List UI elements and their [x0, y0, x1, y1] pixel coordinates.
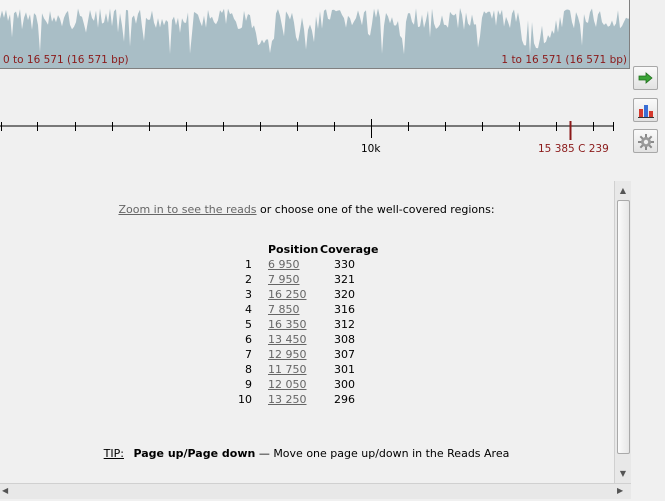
- table-row: 5 16 350 312: [0, 318, 613, 333]
- scroll-down-arrow-icon[interactable]: ▼: [619, 468, 627, 478]
- coverage-area-plot: [0, 8, 629, 68]
- table-row: 10 13 250 296: [0, 393, 613, 408]
- region-coverage-value: 316: [334, 303, 355, 316]
- region-coverage-value: 300: [334, 378, 355, 391]
- scroll-up-arrow-icon[interactable]: ▲: [619, 185, 627, 195]
- intro-text: or choose one of the well-covered region…: [256, 203, 495, 216]
- region-position-link[interactable]: 12 050: [268, 378, 307, 391]
- row-index: 6: [245, 333, 252, 346]
- coverage-graph[interactable]: 0 to 16 571 (16 571 bp) 1 to 16 571 (16 …: [0, 0, 630, 69]
- total-range-label: 1 to 16 571 (16 571 bp): [501, 54, 627, 66]
- region-position-link[interactable]: 16 250: [268, 288, 307, 301]
- ruler-major-label: 10k: [361, 143, 381, 155]
- region-position-link[interactable]: 13 450: [268, 333, 307, 346]
- table-row: 9 12 050 300: [0, 378, 613, 393]
- table-row: 6 13 450 308: [0, 333, 613, 348]
- coverage-column-header: Coverage: [320, 243, 379, 256]
- ruler-ticks: [0, 119, 614, 140]
- row-index: 1: [245, 258, 252, 271]
- row-index: 9: [245, 378, 252, 391]
- region-coverage-value: 307: [334, 348, 355, 361]
- region-position-link[interactable]: 13 250: [268, 393, 307, 406]
- table-row: 3 16 250 320: [0, 288, 613, 303]
- tip-label: TIP:: [103, 447, 124, 460]
- table-row: 4 7 850 316: [0, 303, 613, 318]
- region-coverage-value: 330: [334, 258, 355, 271]
- green-arrow-icon: [638, 72, 653, 84]
- row-index: 8: [245, 363, 252, 376]
- table-row: 2 7 950 321: [0, 273, 613, 288]
- region-position-link[interactable]: 12 950: [268, 348, 307, 361]
- statistics-button[interactable]: [633, 98, 658, 122]
- side-toolbar: [631, 66, 665, 156]
- row-index: 2: [245, 273, 252, 286]
- region-coverage-value: 320: [334, 288, 355, 301]
- gear-icon: [638, 134, 654, 150]
- position-ruler[interactable]: 10k 15 385 C 239: [0, 118, 630, 163]
- reads-intro: Zoom in to see the reads or choose one o…: [0, 203, 613, 216]
- vertical-scroll-thumb[interactable]: [617, 200, 630, 454]
- region-position-link[interactable]: 7 850: [268, 303, 300, 316]
- position-column-header: Position: [268, 243, 319, 256]
- row-index: 7: [245, 348, 252, 361]
- row-index: 10: [238, 393, 252, 406]
- scroll-left-arrow-icon[interactable]: ◀: [2, 486, 9, 495]
- table-row: 7 12 950 307: [0, 348, 613, 363]
- scroll-right-arrow-icon[interactable]: ▶: [617, 486, 624, 495]
- region-position-link[interactable]: 6 950: [268, 258, 300, 271]
- tip-description: — Move one page up/down in the Reads Are…: [255, 447, 510, 460]
- vertical-scrollbar[interactable]: ▲ ▼: [614, 181, 631, 483]
- coverage-area: [0, 8, 629, 68]
- table-row: 8 11 750 301: [0, 363, 613, 378]
- go-to-position-button[interactable]: [633, 66, 658, 90]
- region-coverage-value: 308: [334, 333, 355, 346]
- reads-area: Zoom in to see the reads or choose one o…: [0, 181, 630, 483]
- tip-line: TIP: Page up/Page down — Move one page u…: [0, 447, 613, 460]
- region-coverage-value: 321: [334, 273, 355, 286]
- settings-button[interactable]: [633, 129, 658, 153]
- ruler-cursor-label: 15 385 C 239: [538, 143, 609, 155]
- zoom-in-link[interactable]: Zoom in to see the reads: [118, 203, 257, 216]
- region-position-link[interactable]: 16 350: [268, 318, 307, 331]
- region-position-link[interactable]: 7 950: [268, 273, 300, 286]
- row-index: 3: [245, 288, 252, 301]
- visible-range-label: 0 to 16 571 (16 571 bp): [3, 54, 129, 66]
- tip-shortcut: Page up/Page down: [133, 447, 256, 460]
- row-index: 5: [245, 318, 252, 331]
- region-coverage-value: 296: [334, 393, 355, 406]
- region-coverage-value: 312: [334, 318, 355, 331]
- table-row: 1 6 950 330: [0, 258, 613, 273]
- bar-chart-icon: [638, 105, 654, 118]
- row-index: 4: [245, 303, 252, 316]
- region-coverage-value: 301: [334, 363, 355, 376]
- horizontal-scrollbar[interactable]: ◀ ▶: [0, 483, 631, 499]
- region-position-link[interactable]: 11 750: [268, 363, 307, 376]
